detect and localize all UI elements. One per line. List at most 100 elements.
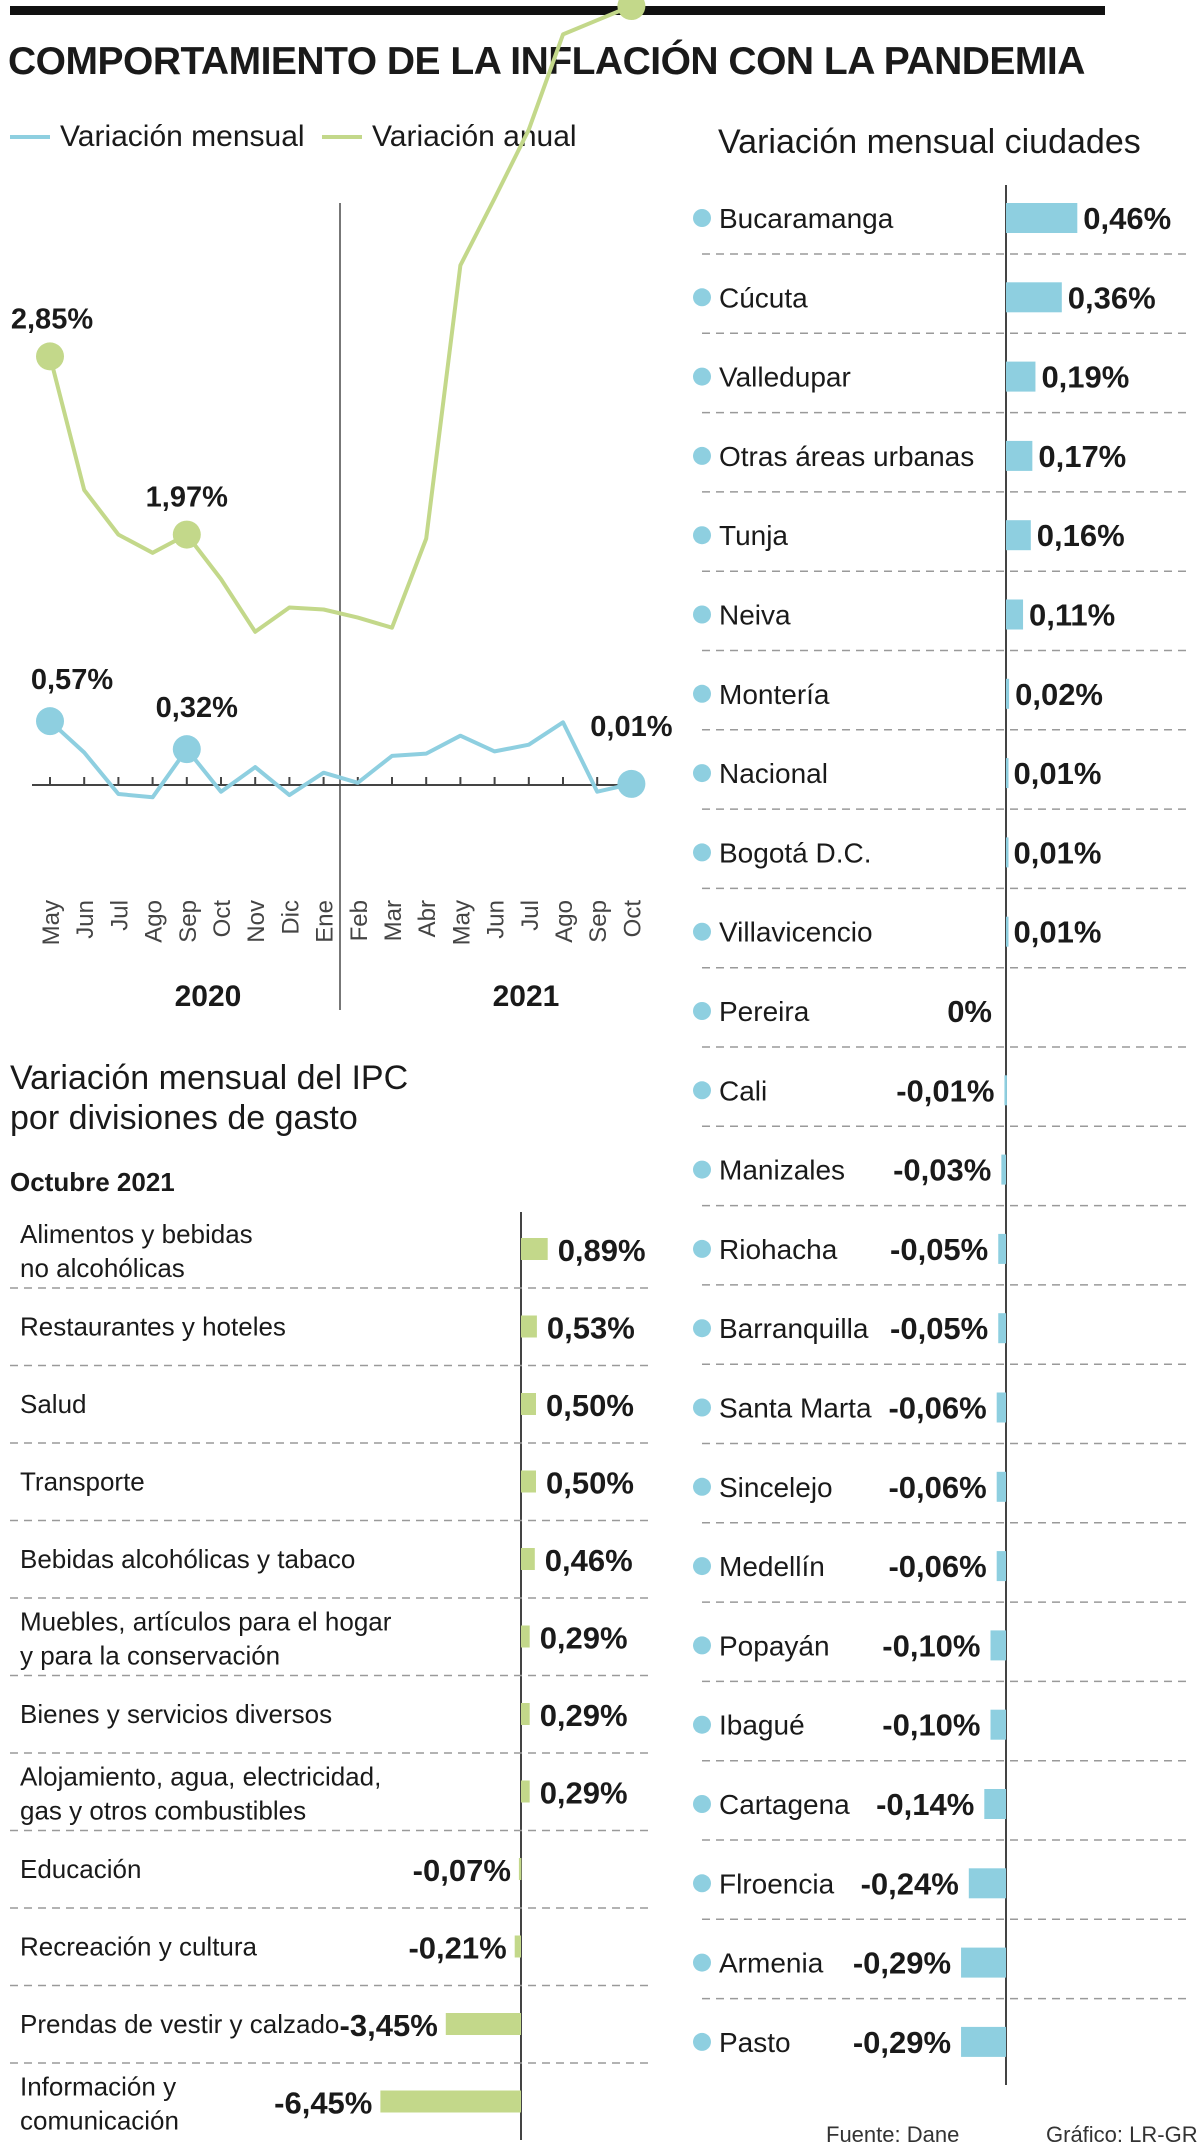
city-value-label: 0,01% [1014,835,1102,870]
ipc-value-label: 0,29% [540,1621,628,1656]
ipc-value-label: 0,89% [558,1233,646,1268]
city-bullet [693,605,711,624]
city-name: Valledupar [719,362,851,393]
footer-credit: Gráfico: LR-GR [1046,2122,1198,2147]
city-value-label: 0,16% [1037,518,1125,553]
footer-source: Fuente: Dane [826,2122,960,2147]
city-value-label: 0,17% [1038,439,1126,474]
city-bar [1006,837,1009,868]
city-bullet [693,684,711,703]
city-bar [1006,758,1009,789]
ipc-category-label: Transporte [20,1467,145,1497]
city-bar [1004,1075,1007,1106]
city-bar [996,1392,1006,1423]
city-bar [968,1868,1006,1899]
ipc-category-label: no alcohólicas [20,1253,185,1283]
annual-series-line [48,4,633,634]
city-name: Cartagena [719,1789,850,1820]
ipc-bar [521,1238,548,1260]
city-value-label: 0% [947,994,992,1029]
legend-annual: Variación anual [322,120,577,154]
city-name: Neiva [719,600,791,631]
city-bar [1001,1154,1006,1185]
city-value-label: -0,03% [893,1153,991,1188]
ipc-subtitle: Octubre 2021 [10,1167,175,1197]
legend-annual-label: Variación anual [372,120,577,153]
city-name: Pereira [719,996,810,1027]
city-bullet [693,1160,711,1179]
ipc-category-label: Bienes y servicios diversos [20,1699,332,1729]
x-tick-label: Jun [72,900,99,939]
city-name: Ibagué [719,1710,805,1741]
monthly-data-label: 0,01% [590,711,672,743]
ipc-section-title-line1: Variación mensual del IPC [10,1059,409,1097]
city-value-label: -0,14% [876,1787,974,1822]
x-tick-label: Ene [312,900,339,943]
city-bar [990,1630,1006,1661]
city-bullet [693,922,711,941]
ipc-bar [521,1393,536,1415]
ipc-category-label: Alimentos y bebidas [20,1219,253,1249]
ipc-category-label: y para la conservación [20,1641,280,1671]
x-tick-label: Sep [585,900,612,943]
city-bullet [693,1953,711,1972]
city-bar [1006,916,1009,947]
ipc-value-label: 0,29% [540,1776,628,1811]
monthly-point [36,707,64,736]
ipc-value-label: 0,50% [546,1466,634,1501]
city-bullet [693,367,711,386]
city-name: Armenia [719,1948,824,1979]
city-bullet [693,1557,711,1576]
city-bar [1006,282,1062,313]
city-bar [998,1233,1006,1264]
city-bullet [693,2032,711,2051]
x-tick-label: Dic [277,900,304,935]
city-bullet [693,1319,711,1338]
city-bar [996,1551,1006,1582]
city-value-label: -0,29% [853,1946,951,1981]
legend-monthly: Variación mensual [10,120,305,154]
ipc-category-label: Educación [20,1854,141,1884]
ipc-bar [514,1935,521,1958]
x-tick-label: Feb [346,900,373,941]
ipc-value-label: 0,46% [545,1543,633,1578]
city-name: Montería [719,679,830,710]
ipc-bar [521,1703,530,1725]
city-bar [996,1471,1006,1502]
city-bullet [693,1715,711,1734]
city-bullet [693,1002,711,1020]
city-bullet [693,1477,711,1496]
city-value-label: -0,29% [853,2025,951,2060]
city-bar [961,2026,1006,2057]
annual-point [36,342,64,371]
city-value-label: 0,01% [1014,915,1102,950]
city-name: Riohacha [719,1234,838,1265]
x-tick-label: Nov [243,900,270,943]
ipc-bar [521,1470,536,1493]
ipc-value-label: -3,45% [340,2008,438,2043]
ipc-bar [521,1548,535,1570]
city-value-label: 0,46% [1083,201,1171,236]
legend-monthly-swatch [10,135,50,139]
x-tick-label: Jul [106,900,133,931]
city-bar [1006,678,1010,709]
city-bullet [693,446,711,465]
annual-point [617,0,646,21]
city-value-label: -0,10% [882,1628,980,1663]
ipc-category-label: Prendas de vestir y calzado [20,2009,339,2039]
city-bar [1006,361,1036,392]
ipc-category-label: comunicación [20,2106,179,2136]
ipc-category-label: gas y otros combustibles [20,1796,306,1826]
city-value-label: 0,36% [1068,280,1156,315]
city-name: Otras áreas urbanas [719,441,974,472]
city-name: Cúcuta [719,282,808,313]
ipc-value-label: 0,53% [547,1311,635,1346]
city-bullet [693,843,711,862]
ipc-value-label: -0,07% [413,1853,511,1888]
city-name: Barranquilla [719,1313,869,1344]
x-tick-label: Sep [175,900,202,943]
ipc-bar [445,2013,521,2035]
city-name: Santa Marta [719,1393,872,1424]
city-name: Medellín [719,1551,825,1582]
